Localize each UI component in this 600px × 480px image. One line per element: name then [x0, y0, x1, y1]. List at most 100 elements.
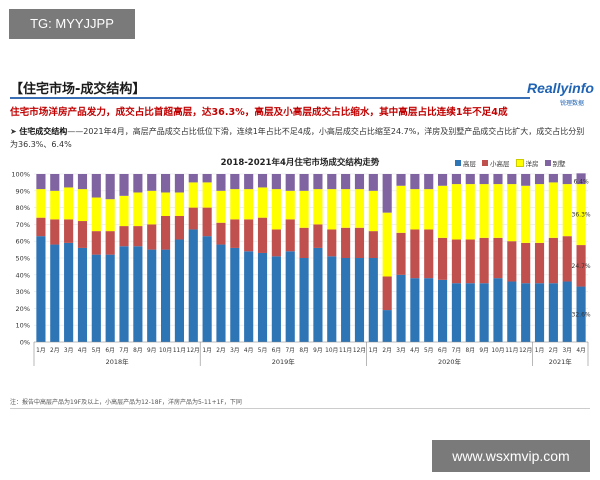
bar-segment [188, 229, 198, 342]
bar-segment [285, 251, 295, 342]
bar-segment [119, 246, 129, 342]
bar-segment [174, 239, 184, 342]
bar-segment [313, 224, 323, 248]
bar-segment [64, 187, 74, 220]
bar-segment [368, 231, 378, 258]
legend-label: 别墅 [552, 160, 566, 168]
bar-segment [202, 236, 212, 342]
data-label: 32.6% [572, 311, 591, 318]
bar-segment [562, 236, 572, 282]
bar-segment [257, 252, 268, 342]
bar-segment [451, 239, 461, 284]
bar-segment [451, 283, 461, 342]
bar-segment [438, 279, 448, 342]
bar-segment [161, 216, 171, 250]
x-tick-label: 2月 [382, 347, 392, 354]
bar-segment [548, 174, 558, 183]
bar-segment [202, 174, 212, 183]
x-tick-label: 4月 [410, 347, 420, 354]
bullet-text: ——2021年4月，高层产品成交占比低位下滑，连续1年占比不足4成，小高层成交占… [10, 127, 585, 149]
bar-segment [133, 174, 143, 193]
x-tick-label: 8月 [133, 347, 143, 354]
bar-segment [77, 247, 88, 342]
bar-segment [64, 219, 74, 243]
bar-segment [327, 189, 337, 230]
y-tick-label: 10% [16, 322, 30, 330]
legend-label: 小高层 [490, 160, 510, 168]
year-label: 2019年 [272, 357, 296, 366]
bar-segment [562, 184, 572, 237]
legend-label: 洋房 [525, 160, 539, 168]
bar-segment [396, 232, 406, 275]
y-tick-label: 30% [16, 288, 30, 296]
footnote: 注：报告中高层产品为19F及以上，小高层产品为12-18F，洋房产品为5-11+… [10, 399, 242, 406]
bar-segment [382, 310, 392, 342]
data-label: 6.4% [573, 178, 589, 185]
x-tick-label: 1月 [202, 347, 212, 354]
legend-item: 高层 [455, 158, 476, 168]
x-tick-label: 3月 [64, 347, 74, 354]
bar-segment [341, 174, 351, 190]
bar-segment [507, 174, 517, 185]
bar-segment [105, 199, 115, 232]
bar-segment [327, 229, 337, 257]
bar-segment [244, 189, 254, 220]
bar-segment [147, 190, 157, 225]
x-tick-label: 5月 [424, 347, 434, 354]
bar-segment [534, 174, 545, 185]
bar-segment [479, 283, 489, 342]
bar-segment [438, 185, 448, 238]
data-label: 24.7% [572, 263, 591, 270]
bar-segment [271, 189, 281, 230]
x-tick-label: 11月 [173, 347, 186, 354]
bar-segment [507, 241, 517, 282]
bar-segment [493, 278, 503, 342]
legend-item: 别墅 [544, 158, 566, 168]
legend-swatch [455, 160, 461, 166]
bar-segment [36, 189, 46, 218]
x-tick-label: 9月 [313, 347, 323, 354]
bar-segment [368, 174, 378, 191]
bar-segment [202, 207, 212, 237]
bar-segment [424, 278, 434, 342]
bar-segment [174, 216, 184, 240]
bar-segment [299, 227, 309, 258]
section-title: 【住宅市场-成交结构】 [10, 82, 146, 97]
bar-segment [451, 174, 461, 185]
bar-segment [424, 229, 434, 279]
bar-segment [202, 182, 212, 208]
x-tick-label: 3月 [396, 347, 406, 354]
y-tick-label: 90% [16, 187, 30, 195]
bar-segment [257, 217, 268, 253]
bullet-label: 住宅成交结构 [19, 127, 68, 136]
bar-segment [396, 174, 406, 186]
bar-segment [244, 174, 254, 190]
bar-segment [313, 247, 323, 342]
bar-segment [216, 190, 226, 223]
brand-logo: Reallyinfo [527, 80, 594, 96]
bar-segment [576, 245, 586, 287]
bar-segment [230, 219, 240, 248]
bar-segment [521, 174, 531, 186]
bar-segment [493, 174, 503, 185]
bar-segment [257, 187, 268, 218]
bar-segment [216, 174, 226, 191]
bar-segment [424, 189, 434, 230]
bar-segment [313, 189, 323, 225]
bar-segment [133, 192, 143, 227]
bar-segment [576, 286, 586, 342]
bar-segment [147, 174, 157, 191]
bullet-arrow-icon: ➤ [10, 127, 20, 136]
legend-label: 高层 [463, 160, 476, 168]
bar-segment [410, 229, 420, 279]
bar-segment [438, 237, 448, 280]
bar-segment [382, 174, 392, 213]
bar-segment [133, 246, 143, 342]
bar-segment [50, 190, 60, 220]
x-tick-label: 8月 [299, 347, 309, 354]
bar-segment [161, 249, 171, 342]
bar-segment [50, 219, 60, 245]
bar-segment [271, 256, 281, 342]
bar-segment [534, 242, 545, 284]
